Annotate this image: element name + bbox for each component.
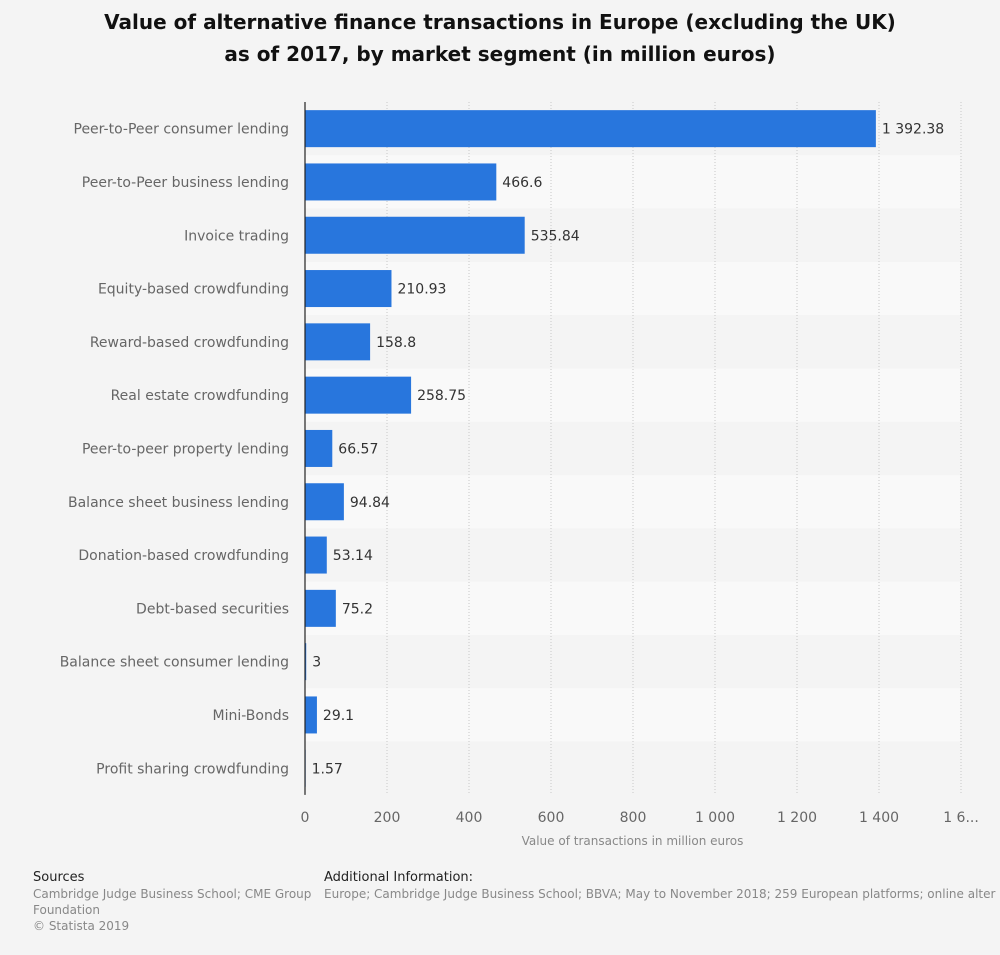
sources-block: Sources Cambridge Judge Business School;… <box>33 870 323 934</box>
x-tick-label: 1 6... <box>943 810 979 826</box>
row-band <box>305 368 960 422</box>
data-label: 94.84 <box>350 495 390 511</box>
bar-chart: 1 392.38 Peer-to-Peer consumer lending 466… <box>60 102 979 848</box>
bar <box>305 110 876 148</box>
sources-heading: Sources <box>33 870 85 885</box>
additional-info-heading: Additional Information: <box>324 870 474 885</box>
category-label: Mini-Bonds <box>212 708 289 724</box>
x-tick-label: 200 <box>374 810 401 826</box>
chart-title-line-2: as of 2017, by market segment (in millio… <box>224 42 776 66</box>
data-label: 210.93 <box>397 282 446 298</box>
data-label: 535.84 <box>531 228 580 244</box>
bar <box>305 483 344 521</box>
bar <box>305 429 333 467</box>
row-band <box>305 421 960 476</box>
bar <box>305 376 412 414</box>
bar <box>305 163 497 201</box>
data-label: 258.75 <box>417 388 466 404</box>
data-label: 75.2 <box>342 601 373 617</box>
x-tick-label: 1 400 <box>859 810 899 826</box>
data-label: 466.6 <box>502 175 542 191</box>
bar <box>305 696 317 734</box>
category-label: Peer-to-Peer business lending <box>82 175 289 191</box>
data-label: 3 <box>312 655 321 671</box>
x-tick-label: 0 <box>301 810 310 826</box>
category-label: Debt-based securities <box>136 601 289 617</box>
x-tick-label: 1 200 <box>777 810 817 826</box>
x-tick-label: 800 <box>620 810 647 826</box>
category-label: Peer-to-Peer consumer lending <box>74 122 290 138</box>
data-label: 53.14 <box>333 548 373 564</box>
copyright-text: © Statista 2019 <box>33 919 130 933</box>
chart-title-line-1: Value of alternative finance transaction… <box>104 10 896 34</box>
data-label: 158.8 <box>376 335 416 351</box>
x-tick-label: 400 <box>456 810 483 826</box>
bar <box>305 323 371 361</box>
row-band <box>305 635 960 689</box>
category-label: Real estate crowdfunding <box>111 388 289 404</box>
x-tick-label: 1 000 <box>695 810 735 826</box>
data-label: 66.57 <box>338 441 378 457</box>
category-label: Donation-based crowdfunding <box>78 548 289 564</box>
row-band <box>305 581 960 635</box>
category-label: Equity-based crowdfunding <box>98 282 289 298</box>
bar <box>305 643 307 681</box>
data-label: 1 392.38 <box>882 122 944 138</box>
x-tick-label: 600 <box>538 810 565 826</box>
chart-title: Value of alternative finance transaction… <box>0 6 1000 70</box>
category-label: Invoice trading <box>184 228 289 244</box>
additional-info-block: Additional Information: Europe; Cambridg… <box>324 870 1000 902</box>
category-label: Profit sharing crowdfunding <box>96 761 289 777</box>
category-label: Balance sheet business lending <box>68 495 289 511</box>
data-label: 29.1 <box>323 708 354 724</box>
category-label: Peer-to-peer property lending <box>82 441 289 457</box>
bar <box>305 270 392 308</box>
x-axis-title: Value of transactions in million euros <box>522 834 744 848</box>
bar <box>305 216 525 254</box>
category-label: Reward-based crowdfunding <box>90 335 289 351</box>
bar <box>305 589 336 627</box>
bar <box>305 536 327 574</box>
category-label: Balance sheet consumer lending <box>60 655 289 671</box>
data-label: 1.57 <box>312 761 343 777</box>
additional-info-text: Europe; Cambridge Judge Business School;… <box>324 887 996 901</box>
sources-text: Cambridge Judge Business School; CME Gro… <box>33 887 312 917</box>
